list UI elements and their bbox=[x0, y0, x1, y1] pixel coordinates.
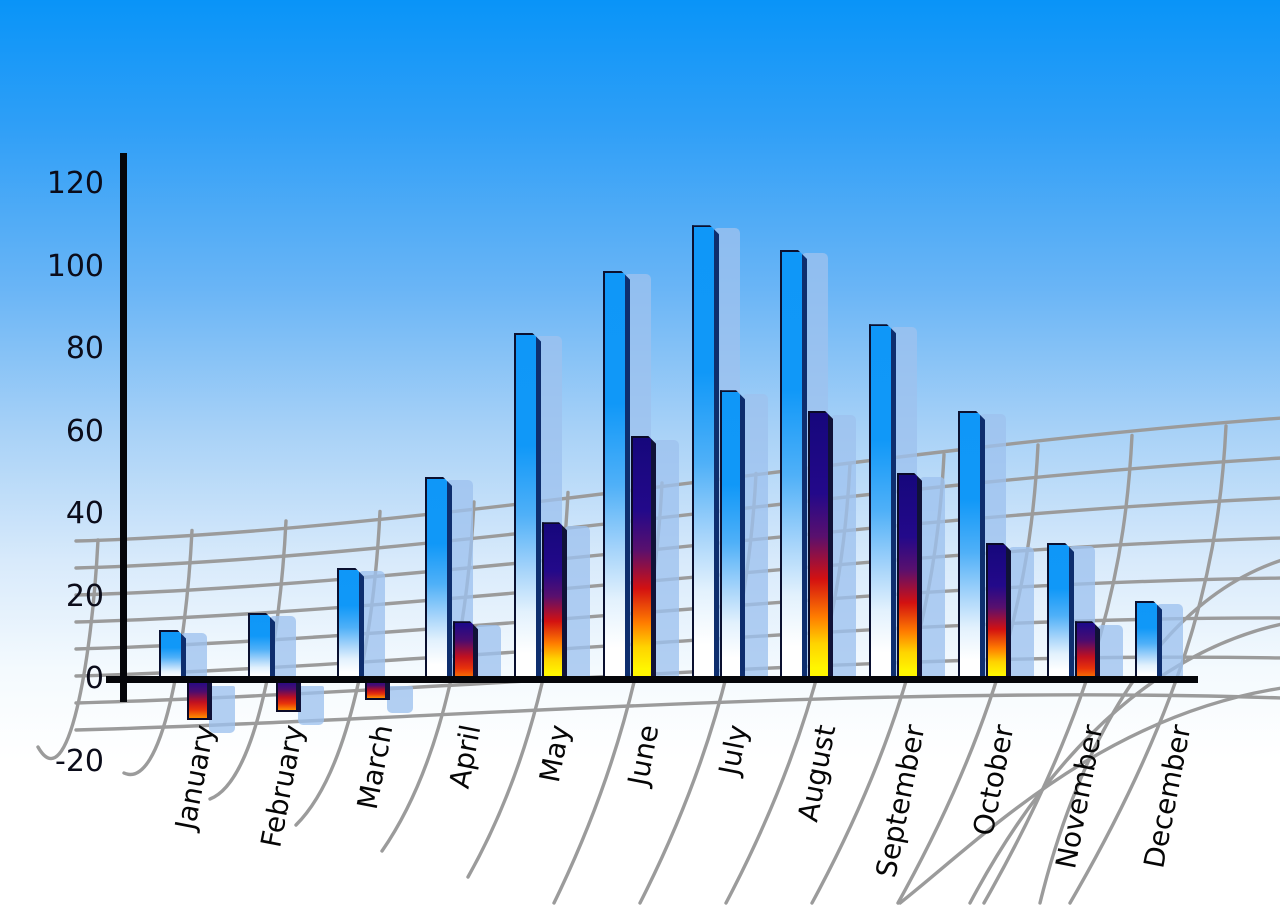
bar-shadow bbox=[298, 686, 324, 725]
grid-line bbox=[208, 519, 288, 801]
y-tick-label: 60 bbox=[65, 413, 104, 449]
bar-shadow bbox=[919, 476, 945, 682]
y-tick-label: 20 bbox=[65, 578, 104, 614]
bar-shadow bbox=[653, 439, 679, 682]
y-tick-label: 100 bbox=[46, 248, 104, 284]
y-tick-label: 80 bbox=[65, 331, 104, 366]
bar-september-series1 bbox=[869, 324, 896, 681]
grid-line bbox=[74, 693, 1280, 732]
bar-september-series2 bbox=[897, 473, 922, 681]
grid-line bbox=[1068, 424, 1228, 905]
bar-october-series2 bbox=[986, 543, 1011, 681]
grid-line bbox=[1038, 558, 1280, 905]
bar-october-series1 bbox=[958, 411, 985, 681]
grid-line bbox=[36, 538, 100, 761]
bar-december-series1 bbox=[1135, 601, 1162, 681]
bar-shadow bbox=[830, 414, 856, 682]
bar-shadow bbox=[1097, 625, 1123, 682]
y-axis-line bbox=[120, 153, 127, 702]
y-tick-label: -20 bbox=[55, 743, 104, 779]
bar-march-series2 bbox=[365, 680, 390, 700]
bar-january-series2 bbox=[187, 680, 212, 721]
grid-line bbox=[122, 528, 194, 777]
y-tick-label: 40 bbox=[65, 496, 104, 531]
bar-april-series1 bbox=[425, 477, 452, 681]
bar-august-series1 bbox=[780, 250, 807, 681]
bar-may-series1 bbox=[514, 333, 541, 682]
bar-june-series1 bbox=[603, 271, 630, 681]
x-axis-zero-line bbox=[106, 676, 1198, 683]
grid-line bbox=[968, 622, 1280, 905]
bar-march-series1 bbox=[337, 568, 364, 681]
grid-line bbox=[294, 509, 382, 827]
bar-shadow bbox=[387, 686, 413, 713]
y-tick-label: 0 bbox=[84, 661, 104, 696]
bar-july-series1 bbox=[692, 225, 719, 681]
bar-shadow bbox=[742, 394, 768, 682]
bar-april-series2 bbox=[453, 621, 478, 681]
bar-february-series1 bbox=[248, 613, 275, 681]
bar-august-series2 bbox=[808, 411, 833, 681]
bar-november-series1 bbox=[1047, 543, 1074, 681]
bar-january-series1 bbox=[159, 630, 186, 682]
bar-june-series2 bbox=[631, 436, 656, 681]
bar-may-series2 bbox=[542, 522, 567, 681]
bar-shadow bbox=[564, 526, 590, 682]
bar-february-series2 bbox=[276, 680, 301, 712]
bar-november-series2 bbox=[1075, 621, 1100, 681]
bar-shadow bbox=[209, 686, 235, 734]
bar-july-series2 bbox=[720, 390, 745, 681]
bar-shadow bbox=[475, 625, 501, 682]
bar-shadow bbox=[1008, 546, 1034, 682]
grid-line bbox=[898, 686, 1280, 905]
y-tick-label: 120 bbox=[46, 166, 104, 201]
